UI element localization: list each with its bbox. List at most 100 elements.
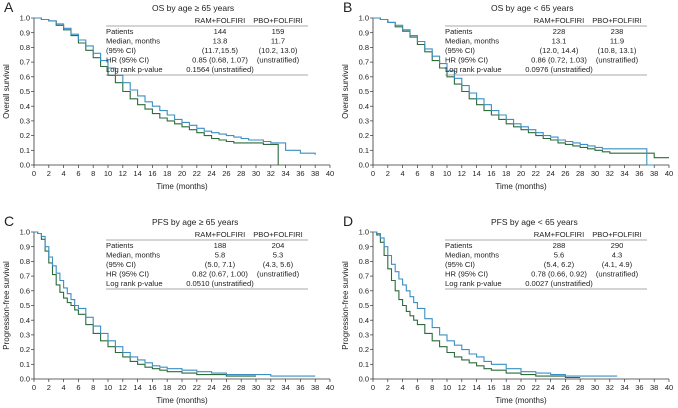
panel-letter: A	[4, 0, 14, 15]
x-tick-label: 30	[252, 383, 260, 392]
table-cell-ram: 0.1564 (unstratified)	[186, 65, 254, 74]
x-tick-label: 14	[133, 169, 141, 178]
x-axis-label: Time (months)	[495, 396, 547, 405]
x-tick-label: 32	[606, 383, 614, 392]
x-tick-label: 30	[252, 169, 260, 178]
x-tick-label: 12	[458, 383, 466, 392]
x-tick-label: 36	[635, 383, 643, 392]
y-tick-label: 1.0	[20, 14, 30, 23]
x-tick-label: 2	[386, 169, 390, 178]
table-cell-pbo: (unstratified)	[596, 270, 639, 279]
y-tick-label: 0.1	[359, 360, 369, 369]
y-tick-label: 0.2	[359, 131, 369, 140]
y-tick-label: 0.4	[359, 316, 369, 325]
x-tick-label: 8	[91, 383, 95, 392]
x-tick-label: 22	[193, 383, 201, 392]
chart-title: PFS by age < 65 years	[491, 217, 578, 227]
x-tick-label: 36	[635, 169, 643, 178]
x-tick-label: 34	[281, 169, 289, 178]
x-tick-label: 14	[133, 383, 141, 392]
x-tick-label: 8	[430, 383, 434, 392]
table-header-pbo: PBO+FOLFIRI	[592, 230, 642, 239]
x-tick-label: 20	[517, 169, 525, 178]
x-tick-label: 40	[326, 169, 334, 178]
y-tick-label: 0.6	[359, 72, 369, 81]
x-tick-label: 0	[371, 169, 375, 178]
panel-letter: C	[4, 213, 14, 229]
x-tick-label: 20	[178, 383, 186, 392]
table-row-label: Median, months	[445, 251, 499, 260]
x-tick-label: 8	[91, 169, 95, 178]
table-cell-ram: 228	[553, 27, 566, 36]
table-cell-pbo: (4.1, 4.9)	[602, 260, 633, 269]
x-tick-label: 18	[502, 383, 510, 392]
table-header-pbo: PBO+FOLFIRI	[253, 16, 303, 25]
table-cell-ram: 188	[214, 241, 227, 250]
x-tick-label: 28	[237, 169, 245, 178]
table-header-pbo: PBO+FOLFIRI	[592, 16, 642, 25]
x-tick-label: 22	[532, 383, 540, 392]
table-row-label: HR (95% CI)	[445, 270, 489, 279]
table-cell-pbo: (unstratified)	[596, 56, 639, 65]
y-tick-label: 0.9	[20, 242, 30, 251]
table-cell-ram: 13.1	[552, 37, 567, 46]
table-row-label: Median, months	[106, 37, 160, 46]
table-cell-ram: 5.8	[215, 251, 226, 260]
y-tick-label: 0.7	[20, 58, 30, 67]
x-tick-label: 10	[104, 169, 112, 178]
table-cell-ram: 0.85 (0.68, 1.07)	[192, 56, 248, 65]
table-cell-pbo: 11.7	[271, 37, 285, 46]
table-cell-ram: 0.78 (0.66, 0.92)	[531, 270, 587, 279]
x-tick-label: 18	[502, 169, 510, 178]
x-tick-label: 40	[326, 383, 334, 392]
table-cell-pbo: (10.8, 13.1)	[598, 46, 637, 55]
series-line-ram	[373, 231, 618, 377]
y-axis-label: Progression-free survival	[2, 261, 11, 350]
y-tick-label: 0.8	[359, 43, 369, 52]
x-tick-label: 10	[443, 383, 451, 392]
x-tick-label: 14	[472, 383, 480, 392]
table-row-label: Median, months	[445, 37, 499, 46]
x-tick-label: 28	[576, 383, 584, 392]
table-row-label: HR (95% CI)	[106, 56, 150, 65]
series-line-ram	[34, 17, 316, 155]
series-line-pbo	[373, 231, 581, 379]
x-tick-label: 16	[148, 383, 156, 392]
table-cell-ram: (5.4, 6.2)	[544, 260, 575, 269]
table-cell-pbo: 238	[611, 27, 624, 36]
table-cell-pbo: (10.2, 13.0)	[259, 46, 298, 55]
x-tick-label: 32	[267, 383, 275, 392]
x-tick-label: 26	[561, 383, 569, 392]
table-row-label: Patients	[445, 27, 473, 36]
table-row-label: (95% CI)	[106, 260, 136, 269]
y-axis-label: Progression-free survival	[341, 261, 350, 350]
table-cell-ram: 144	[214, 27, 227, 36]
table-header-pbo: PBO+FOLFIRI	[253, 230, 303, 239]
y-axis-label: Overall survival	[341, 64, 350, 119]
series-line-pbo	[34, 231, 256, 377]
table-cell-pbo: 4.3	[612, 251, 623, 260]
series-line-pbo	[34, 17, 279, 165]
table-cell-pbo: 204	[272, 241, 285, 250]
panel-letter: D	[343, 213, 353, 229]
x-tick-label: 26	[561, 169, 569, 178]
x-tick-label: 40	[665, 383, 673, 392]
y-tick-label: 0.1	[20, 146, 30, 155]
table-cell-pbo: 159	[272, 27, 285, 36]
table-row-label: (95% CI)	[106, 46, 136, 55]
x-tick-label: 38	[311, 169, 319, 178]
y-tick-label: 0.7	[20, 272, 30, 281]
x-tick-label: 22	[193, 169, 201, 178]
x-tick-label: 4	[62, 383, 66, 392]
x-axis-label: Time (months)	[495, 182, 547, 191]
y-tick-label: 0.7	[359, 58, 369, 67]
table-cell-ram: 13.8	[213, 37, 228, 46]
series-line-ram	[34, 231, 316, 377]
y-tick-label: 1.0	[20, 228, 30, 237]
y-tick-label: 0.2	[20, 131, 30, 140]
y-tick-label: 0.0	[359, 375, 369, 384]
x-tick-label: 16	[487, 169, 495, 178]
